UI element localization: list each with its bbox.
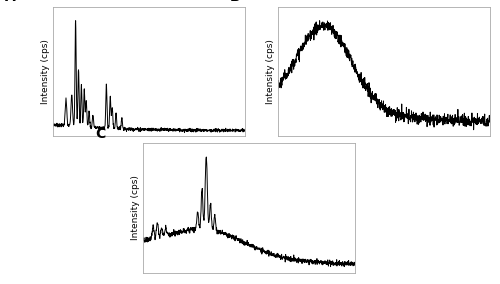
Y-axis label: Intensity (cps): Intensity (cps) — [40, 39, 50, 104]
Text: C: C — [95, 127, 105, 141]
Text: A: A — [5, 0, 15, 4]
Y-axis label: Intensity (cps): Intensity (cps) — [266, 39, 274, 104]
Y-axis label: Intensity (cps): Intensity (cps) — [130, 176, 140, 241]
Text: B: B — [230, 0, 240, 4]
